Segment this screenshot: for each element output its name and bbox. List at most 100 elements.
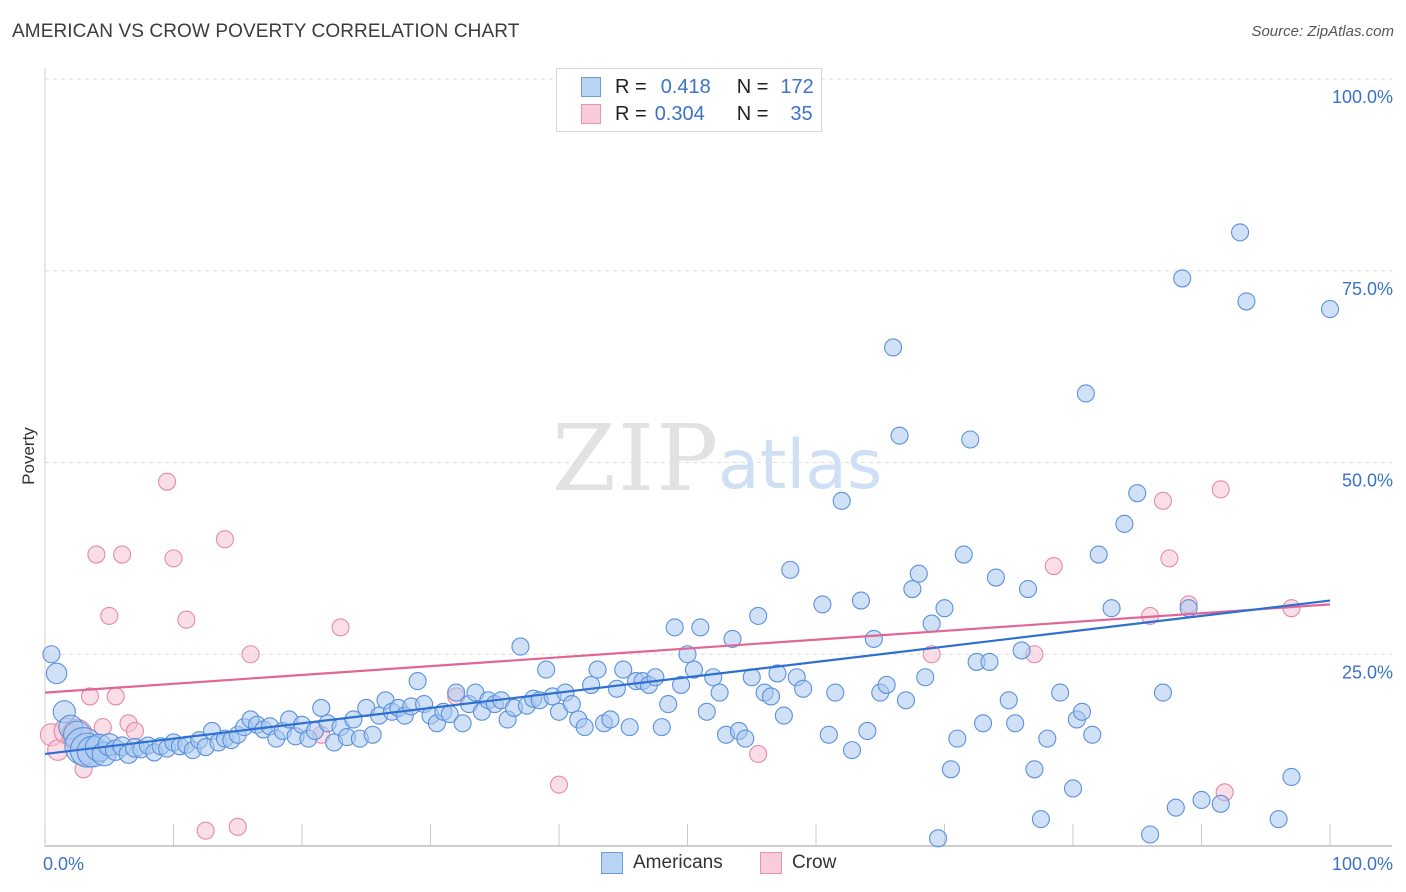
americans-point (736, 729, 755, 748)
crow-point (1211, 480, 1230, 499)
americans-point (768, 664, 787, 683)
americans-point (1025, 760, 1044, 779)
americans-point (511, 637, 530, 656)
americans-point (916, 668, 935, 687)
americans-point (794, 679, 813, 698)
americans-point (672, 675, 691, 694)
crow-point (749, 744, 768, 764)
americans-point (575, 718, 594, 737)
legend-n-value: 35 (790, 102, 813, 125)
americans-point (691, 618, 710, 637)
crow-point (1160, 549, 1179, 568)
americans-point (537, 660, 556, 679)
legend-r-label: R = (615, 75, 647, 98)
americans-point (961, 430, 980, 449)
americans-point (1166, 798, 1185, 817)
americans-point (1231, 223, 1250, 242)
y-tick-label: 100.0% (1332, 87, 1393, 107)
americans-point (980, 652, 999, 671)
watermark: ZIP atlas (552, 405, 882, 512)
crow-point (125, 721, 144, 741)
bottom-legend-label-crow: Crow (792, 852, 837, 873)
americans-point (704, 668, 723, 687)
americans-point (1237, 292, 1256, 311)
americans-point (903, 580, 922, 599)
legend-swatch-crow (581, 104, 601, 124)
gridlines (45, 78, 1392, 655)
crow-point (177, 610, 196, 629)
bottom-legend-crow: Crow (760, 852, 836, 874)
americans-point (1128, 484, 1147, 503)
bottom-legend-americans: Americans (601, 852, 723, 874)
crow-point (1153, 491, 1172, 510)
americans-point (973, 714, 993, 733)
americans-points (42, 223, 1340, 848)
legend-n-value: 172 (780, 75, 814, 98)
americans-point (601, 710, 620, 729)
legend-swatch-americans (581, 77, 601, 97)
americans-point (1038, 729, 1057, 748)
legend-n-label: N = (736, 75, 769, 98)
americans-point (1320, 300, 1340, 319)
americans-point (723, 629, 742, 648)
americans-point (1031, 810, 1050, 829)
americans-point (665, 618, 684, 637)
bottom-legend-swatch-crow (760, 852, 782, 874)
crow-point (158, 472, 177, 491)
americans-point (832, 491, 851, 510)
crow-point (164, 549, 183, 568)
crow-point (106, 687, 125, 706)
watermark-atlas: atlas (718, 426, 882, 505)
americans-point (1115, 514, 1134, 533)
americans-point (659, 695, 678, 714)
americans-trend-line (44, 599, 1331, 756)
americans-point (842, 741, 862, 760)
americans-point (1211, 794, 1230, 813)
crow-point (196, 821, 215, 840)
americans-point (935, 599, 954, 618)
americans-point (1102, 599, 1121, 618)
x-tick-label: 100.0% (1332, 854, 1393, 874)
americans-point (582, 675, 601, 694)
bottom-legend-label-americans: Americans (633, 852, 723, 873)
y-tick-label: 25.0% (1342, 662, 1393, 682)
americans-point (999, 691, 1018, 710)
x-tick-label: 0.0% (43, 854, 84, 874)
americans-point (858, 721, 877, 741)
crow-point (1044, 556, 1063, 576)
americans-point (1076, 384, 1095, 403)
americans-point (1282, 767, 1301, 787)
y-tick-label: 50.0% (1342, 471, 1393, 491)
americans-point (1083, 725, 1102, 744)
americans-point (813, 595, 832, 614)
y-axis-label: Poverty (19, 427, 38, 485)
americans-point (1153, 683, 1172, 702)
crow-point (549, 775, 569, 794)
americans-point (312, 698, 331, 717)
americans-point (986, 568, 1005, 587)
americans-point (1012, 641, 1031, 660)
americans-point (620, 718, 639, 737)
americans-point (781, 560, 800, 579)
legend: R = 0.418 N = 172 R = 0.304 N = 35 (556, 68, 822, 132)
americans-point (408, 672, 427, 691)
americans-point (42, 645, 61, 664)
legend-r-value: 0.304 (654, 102, 705, 125)
trend-lines (44, 599, 1331, 756)
crow-point (100, 606, 119, 625)
chart-title: AMERICAN VS CROW POVERTY CORRELATION CHA… (12, 21, 520, 42)
legend-r-value: 0.418 (660, 75, 711, 98)
americans-point (774, 706, 793, 725)
tick-labels: 25.0% 50.0% 75.0% 100.0% 0.0% 100.0% (43, 87, 1393, 874)
americans-point (344, 710, 363, 729)
americans-point (1051, 683, 1070, 702)
americans-point (826, 683, 845, 702)
americans-point (954, 545, 973, 564)
americans-point (1018, 580, 1038, 599)
americans-point (363, 725, 382, 744)
americans-point (447, 683, 466, 702)
americans-point (851, 591, 871, 610)
americans-point (909, 564, 928, 583)
crow-point (922, 645, 941, 664)
